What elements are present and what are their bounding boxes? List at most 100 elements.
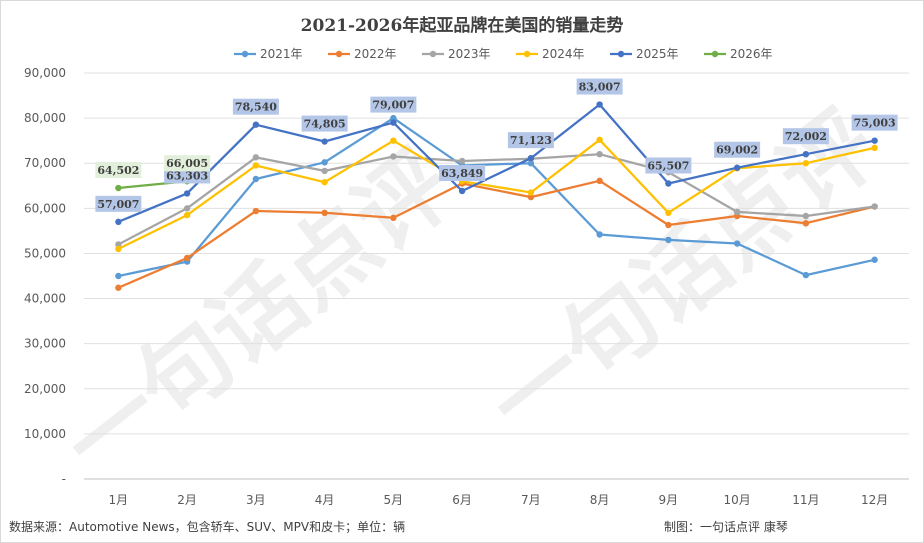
legend-marker-2026 xyxy=(711,50,719,58)
y-tick-label: 60,000 xyxy=(24,201,66,215)
data-point-2024 xyxy=(252,162,260,169)
data-label: 75,003 xyxy=(854,117,896,130)
data-point-2025 xyxy=(733,164,741,171)
data-point-2025 xyxy=(252,121,260,128)
data-point-2023 xyxy=(115,241,122,248)
legend-marker-2021 xyxy=(241,50,249,58)
data-label: 63,849 xyxy=(441,167,483,180)
data-label: 65,507 xyxy=(647,159,689,172)
data-point-2023 xyxy=(733,208,741,216)
data-point-2025 xyxy=(458,187,466,195)
x-tick-label: 2月 xyxy=(177,493,197,507)
data-point-2021 xyxy=(390,114,397,122)
data-label: 64,502 xyxy=(97,164,139,177)
data-point-2025 xyxy=(527,154,535,162)
data-label-box xyxy=(576,78,623,95)
legend-marker-2024 xyxy=(523,50,531,58)
data-point-2023 xyxy=(596,151,603,158)
data-point-2021 xyxy=(115,272,122,280)
legend-marker-2023 xyxy=(429,50,437,58)
data-label-box xyxy=(164,155,211,172)
series-line-2021 xyxy=(118,116,875,278)
data-label: 78,540 xyxy=(235,101,277,114)
x-tick-label: 1月 xyxy=(109,493,129,507)
y-tick-label: 70,000 xyxy=(24,156,66,170)
data-point-2025 xyxy=(115,218,122,226)
data-point-2024 xyxy=(527,189,535,196)
data-label-box xyxy=(301,115,348,132)
y-tick-label: 80,000 xyxy=(24,111,66,125)
data-point-2025 xyxy=(802,150,810,158)
data-label: 63,303 xyxy=(166,169,208,182)
series-line-2023 xyxy=(117,153,875,246)
data-point-2023 xyxy=(252,154,260,161)
data-point-2022 xyxy=(665,221,672,229)
data-point-2021 xyxy=(527,160,535,167)
x-tick-label: 11月 xyxy=(792,493,819,507)
series-line-2022 xyxy=(117,179,875,289)
data-label: 69,002 xyxy=(716,144,758,157)
data-point-2022 xyxy=(321,209,328,217)
data-point-2022 xyxy=(183,254,191,262)
y-tick-label: 10,000 xyxy=(24,427,66,441)
series-line-2024 xyxy=(117,138,875,250)
data-point-2024 xyxy=(183,211,191,219)
source-note: 数据来源：Automotive News，包含轿车、SUV、MPV和皮卡；单位：… xyxy=(9,520,406,534)
data-label-box xyxy=(507,132,554,149)
data-label-box xyxy=(782,128,829,145)
x-tick-label: 7月 xyxy=(521,493,541,507)
y-tick-label: 20,000 xyxy=(24,382,66,396)
watermark: 一句话点评 一句话点评 xyxy=(44,91,897,499)
data-point-2025 xyxy=(665,180,672,187)
legend-label-2024: 2024年 xyxy=(542,47,585,61)
x-tick-label: 8月 xyxy=(590,493,610,507)
data-point-2022 xyxy=(390,214,397,222)
grid-lines xyxy=(84,72,909,480)
y-tick-label: 40,000 xyxy=(24,292,66,306)
data-label-box xyxy=(95,162,142,179)
x-tick-label: 10月 xyxy=(723,493,750,507)
chart-credit: 制图：一句话点评 康琴 xyxy=(664,520,788,534)
data-point-2022 xyxy=(252,207,260,215)
data-point-2024 xyxy=(665,209,672,217)
x-tick-label: 5月 xyxy=(384,493,404,507)
data-label-box xyxy=(232,98,279,115)
data-label: 57,007 xyxy=(97,198,139,211)
data-point-2024 xyxy=(802,160,810,167)
data-point-2023 xyxy=(802,212,810,220)
data-label-box xyxy=(645,157,692,174)
y-axis: - 10,000 20,000 30,000 40,000 50,000 60,000 70,… xyxy=(24,66,66,486)
data-point-2023 xyxy=(183,205,191,212)
data-labels: 57,007 63,303 78,540 74,805 79,007 63,849 71,1… xyxy=(95,78,898,212)
legend-label-2022: 2022年 xyxy=(354,47,397,61)
data-point-2021 xyxy=(665,236,672,244)
data-point-2021 xyxy=(802,271,810,279)
data-point-2026 xyxy=(115,184,122,192)
svg-text:一句话点评: 一句话点评 xyxy=(44,131,472,499)
legend-label-2021: 2021年 xyxy=(260,47,303,61)
data-label-box xyxy=(164,167,211,184)
data-label: 83,007 xyxy=(579,81,621,94)
data-point-2023 xyxy=(390,153,397,160)
data-point-2024 xyxy=(596,136,603,143)
data-point-2021 xyxy=(871,256,878,263)
data-label-box xyxy=(851,114,898,131)
x-axis: 1月 2月 3月 4月 5月 6月 7月 8月 9月 10月 11月 12月 xyxy=(109,493,889,507)
data-label: 66,005 xyxy=(166,157,208,170)
data-point-2021 xyxy=(252,175,260,183)
series-lines xyxy=(115,101,878,291)
data-point-2023 xyxy=(321,167,328,175)
data-label-box xyxy=(439,164,486,181)
y-tick-label: 30,000 xyxy=(24,337,66,351)
data-label: 71,123 xyxy=(510,134,552,147)
chart-title: 2021-2026年起亚品牌在美国的销量走势 xyxy=(301,15,624,36)
data-label-box xyxy=(714,141,761,158)
legend: 2021年 2022年 2023年 2024年 2025年 2026年 xyxy=(234,47,773,61)
data-point-2025 xyxy=(390,119,397,126)
legend-marker-2022 xyxy=(335,50,343,58)
data-label-box xyxy=(95,195,142,212)
data-point-2024 xyxy=(321,178,328,186)
data-point-2025 xyxy=(183,190,191,197)
